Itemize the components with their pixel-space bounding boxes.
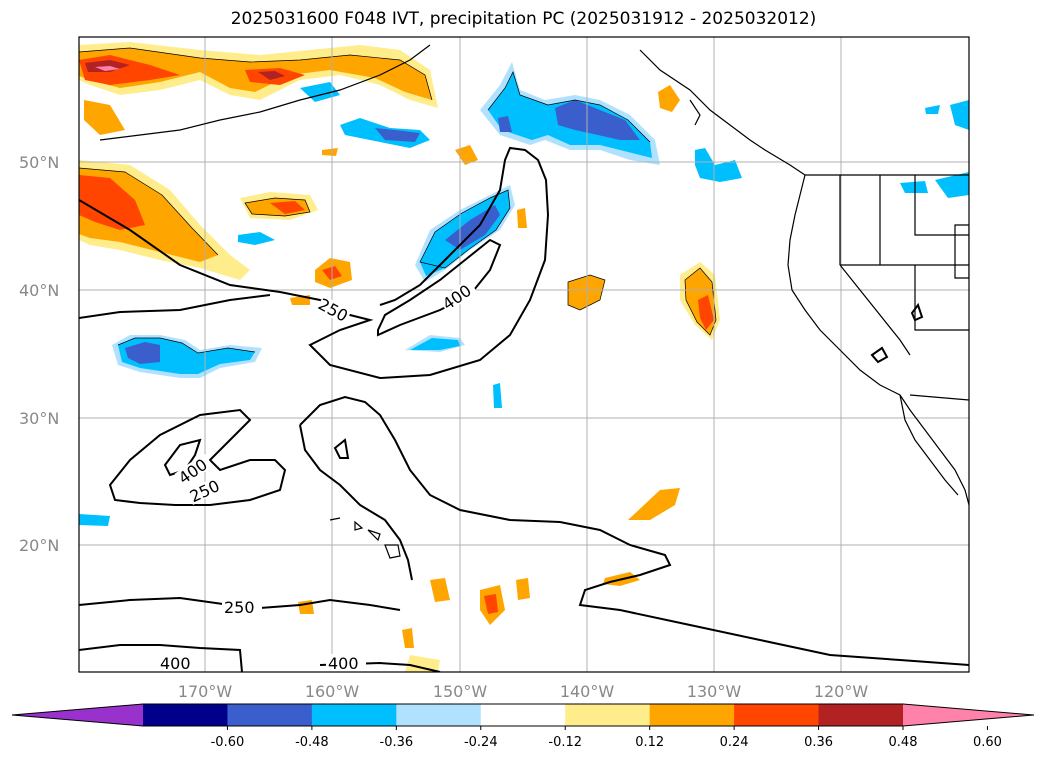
lat-tick-labels: 50°N 40°N 30°N 20°N [19,153,59,555]
colorbar-segment [818,704,904,726]
colorbar-tick-label: 0.60 [973,735,1002,750]
lon-label-170w: 170°W [178,682,233,701]
precip-thin-contours [79,47,717,354]
colorbar-segment [311,704,397,726]
lon-tick-labels: 170°W 160°W 150°W 140°W 130°W 120°W [178,682,869,701]
lat-label-40n: 40°N [19,281,59,300]
map-frame [78,36,970,673]
lon-label-160w: 160°W [305,682,360,701]
colorbar-segment [734,704,820,726]
map-gridlines [79,37,969,672]
colorbar-tick-label: 0.48 [889,735,918,750]
lat-label-20n: 20°N [19,536,59,555]
colorbar: -0.60 -0.48 -0.36 -0.24 -0.12 0.12 0.24 0.36 0.4… [11,703,1035,750]
lon-label-130w: 130°W [687,682,742,701]
colorbar-extend-max [903,704,1034,726]
colorbar-tick-label: -0.24 [464,735,498,750]
contour-label-400-south: 400 [328,654,359,673]
colorbar-tick-label: -0.12 [548,735,582,750]
colorbar-outline [11,703,1035,727]
map-title: 2025031600 F048 IVT, precipitation PC (2… [230,9,817,29]
colorbar-segment [396,704,482,726]
colorbar-tick-label: 0.36 [804,735,833,750]
colorbar-segment [649,704,735,726]
lon-label-150w: 150°W [433,682,488,701]
map-plot-area: 250 400 400 250 250 400 400 [79,37,969,673]
lon-label-140w: 140°W [560,682,615,701]
colorbar-segment [143,704,228,726]
contour-label-250-south: 250 [224,598,255,617]
colorbar-extend-min [12,704,143,726]
colorbar-tick-label: -0.60 [211,735,245,750]
colorbar-segment [565,704,651,726]
lat-label-30n: 30°N [19,409,59,428]
colorbar-tick-label: -0.48 [295,735,329,750]
colorbar-tick-label: 0.24 [720,735,749,750]
precip-positive-fills [79,42,720,672]
lat-label-50n: 50°N [19,153,59,172]
colorbar-segment [480,704,566,726]
contour-label-400-south-west: 400 [160,654,191,673]
colorbar-segment [227,704,313,726]
colorbar-tick-label: -0.36 [380,735,414,750]
coastlines [99,44,969,559]
lon-label-120w: 120°W [814,682,869,701]
colorbar-tick-label: 0.12 [635,735,664,750]
